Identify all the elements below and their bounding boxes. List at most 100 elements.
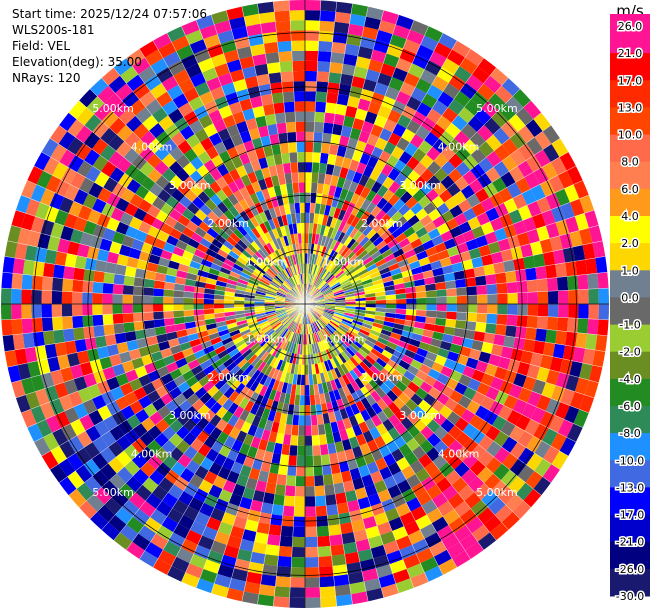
velocity-gate (67, 352, 80, 367)
velocity-gate (366, 133, 380, 147)
velocity-gate (322, 183, 331, 195)
velocity-gate (343, 248, 353, 259)
ray-separator (1, 303, 306, 321)
velocity-gate (234, 177, 246, 190)
velocity-gate (332, 332, 341, 342)
velocity-gate (459, 346, 472, 358)
velocity-gate (441, 533, 460, 550)
velocity-gate (254, 268, 264, 277)
velocity-gate (79, 232, 93, 247)
velocity-gate (203, 172, 216, 186)
velocity-gate (57, 238, 71, 254)
velocity-gate (379, 266, 391, 275)
velocity-gate (288, 291, 298, 298)
velocity-gate (128, 492, 146, 509)
velocity-gate (289, 152, 298, 163)
velocity-gate (330, 133, 341, 146)
ray-separator (166, 33, 306, 305)
velocity-gate (204, 397, 217, 410)
velocity-gate (443, 509, 460, 525)
velocity-gate (102, 304, 113, 315)
velocity-gate (210, 193, 223, 207)
velocity-gate (132, 304, 144, 313)
velocity-gate (509, 425, 525, 442)
velocity-gate (433, 42, 452, 59)
velocity-gate (364, 418, 376, 431)
velocity-gate (365, 300, 376, 304)
velocity-gate (279, 61, 293, 73)
velocity-gate (101, 522, 121, 541)
velocity-gate (67, 137, 84, 155)
velocity-gate (291, 343, 297, 354)
velocity-gate (227, 414, 240, 427)
velocity-gate (286, 352, 292, 363)
velocity-gate (278, 545, 293, 557)
velocity-gate (68, 100, 87, 120)
velocity-gate (203, 34, 221, 49)
velocity-gate (344, 312, 355, 318)
velocity-gate (334, 218, 343, 230)
velocity-gate (383, 540, 400, 555)
velocity-gate (244, 246, 255, 257)
velocity-gate (83, 131, 101, 150)
velocity-gate (545, 369, 560, 386)
velocity-gate (129, 400, 144, 415)
velocity-gate (387, 359, 399, 370)
velocity-gate (316, 525, 330, 537)
velocity-gate (277, 555, 292, 568)
velocity-gate (477, 532, 497, 550)
ray-separator (2, 303, 306, 336)
velocity-gate (276, 237, 284, 249)
velocity-gate (269, 345, 278, 355)
velocity-gate (392, 67, 408, 82)
velocity-gate (456, 312, 467, 321)
velocity-gate (351, 391, 361, 404)
velocity-gate (274, 484, 286, 496)
velocity-gate (481, 490, 499, 508)
velocity-gate (249, 380, 260, 392)
velocity-gate (305, 374, 310, 386)
velocity-gate (330, 462, 341, 475)
velocity-gate (126, 74, 145, 92)
velocity-gate (243, 140, 255, 153)
velocity-gate (355, 207, 366, 219)
velocity-gate (171, 461, 186, 477)
velocity-gate (4, 240, 18, 258)
velocity-gate (413, 176, 427, 190)
ray-separator (304, 303, 337, 607)
velocity-gate (326, 504, 339, 516)
velocity-gate (418, 341, 431, 352)
velocity-gate (142, 477, 159, 493)
velocity-gate (383, 53, 400, 68)
velocity-gate (360, 210, 371, 222)
velocity-gate (164, 274, 177, 284)
velocity-gate (259, 11, 276, 24)
velocity-gate (493, 430, 509, 447)
velocity-gate (311, 264, 316, 275)
velocity-gate (203, 304, 214, 310)
velocity-gate (369, 271, 381, 279)
velocity-gate (526, 453, 543, 471)
velocity-gate (246, 23, 263, 37)
velocity-gate (150, 509, 167, 525)
velocity-gate (478, 450, 494, 467)
velocity-gate (64, 340, 77, 355)
velocity-gate (405, 398, 418, 412)
velocity-gate (465, 74, 484, 92)
velocity-gate (362, 371, 373, 383)
velocity-gate (110, 207, 125, 222)
velocity-gate (493, 161, 509, 178)
velocity-gate (370, 92, 385, 106)
velocity-gate (182, 208, 195, 221)
velocity-gate (84, 337, 97, 351)
velocity-gate (126, 414, 141, 430)
elevation-label: Elevation(deg): 35.00 (12, 55, 142, 69)
velocity-gate (254, 331, 264, 340)
velocity-gate (225, 283, 237, 290)
velocity-gate (268, 283, 279, 291)
velocity-gate (489, 192, 504, 208)
velocity-gate (215, 418, 228, 432)
velocity-gate (214, 363, 227, 375)
velocity-gate (239, 98, 253, 112)
velocity-gate (343, 53, 358, 67)
